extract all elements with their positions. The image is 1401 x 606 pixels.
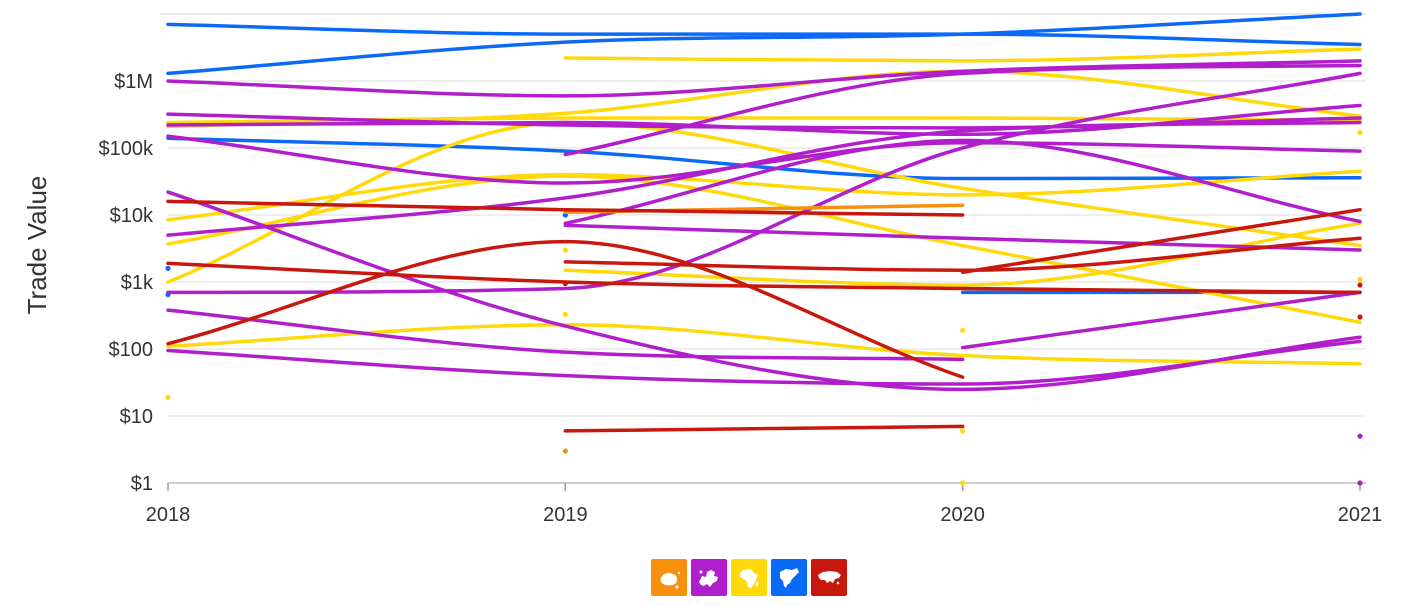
data-point-africa — [960, 428, 966, 434]
y-tick-label: $10 — [120, 406, 153, 428]
y-tick-label: $1k — [121, 272, 154, 294]
series-line-europe — [166, 339, 1362, 386]
y-axis-tick-labels: $1 $10 $100 $1k $10k $100k $1M — [99, 71, 154, 495]
data-point-europe — [1357, 480, 1363, 486]
legend-item-africa[interactable] — [731, 559, 767, 596]
data-point-asia — [1357, 282, 1363, 288]
x-axis: 2018 2019 2020 2021 — [146, 482, 1383, 526]
series-line-africa — [563, 47, 1362, 63]
data-point-africa — [165, 394, 171, 400]
europe-icon — [699, 569, 718, 587]
legend-item-europe[interactable] — [691, 559, 727, 596]
x-tick-label: 2018 — [146, 504, 191, 526]
legend-item-oceania[interactable] — [651, 559, 687, 596]
asia-icon — [818, 570, 841, 584]
data-point-africa — [562, 247, 568, 253]
oceania-icon — [660, 571, 681, 589]
data-point-north-america — [165, 265, 171, 271]
legend-item-asia[interactable] — [811, 559, 847, 596]
series-line-asia — [166, 239, 965, 379]
series-line-africa — [563, 221, 1362, 287]
series-line-europe — [166, 190, 1362, 392]
series-line-north-america — [166, 136, 1362, 181]
series-line-europe — [960, 290, 1362, 350]
data-point-africa — [1357, 276, 1363, 282]
series-line-north-america — [166, 12, 1362, 76]
series-line-europe — [563, 138, 1362, 226]
gridlines — [160, 13, 1366, 417]
legend-item-north-america[interactable] — [771, 559, 807, 596]
series-line-europe — [166, 308, 965, 362]
series-line-europe — [166, 59, 1362, 98]
y-tick-label: $1 — [131, 473, 153, 495]
data-point-africa — [1357, 129, 1363, 136]
x-tick-label: 2019 — [543, 504, 588, 526]
series-lines — [165, 12, 1363, 486]
africa-icon — [740, 568, 759, 588]
series-line-asia — [166, 261, 1362, 295]
y-tick-label: $100 — [109, 339, 154, 361]
series-line-africa — [166, 169, 1362, 222]
series-line-europe — [166, 71, 1362, 295]
y-tick-label: $1M — [114, 71, 153, 93]
series-line-asia — [166, 199, 965, 217]
series-line-africa — [166, 120, 1362, 284]
series-line-asia — [563, 236, 1362, 272]
north-america-icon — [780, 567, 799, 588]
data-point-asia — [1357, 314, 1363, 320]
series-line-europe — [563, 223, 1362, 252]
data-point-africa — [960, 480, 966, 486]
series-line-asia — [563, 424, 965, 433]
data-point-africa — [960, 327, 966, 333]
data-point-europe — [1357, 433, 1363, 439]
data-point-asia — [562, 280, 568, 287]
y-axis-title: Trade Value — [22, 176, 52, 315]
series-line-north-america — [166, 22, 1362, 47]
data-point-oceania — [562, 448, 568, 454]
series-line-europe — [166, 120, 1362, 237]
y-tick-label: $10k — [110, 205, 154, 227]
data-point-africa — [562, 311, 568, 317]
x-tick-label: 2021 — [1338, 504, 1383, 526]
x-tick-label: 2020 — [940, 504, 985, 526]
legend — [651, 559, 847, 596]
series-line-africa — [166, 174, 1362, 325]
y-tick-label: $100k — [99, 138, 154, 160]
series-line-asia — [960, 207, 1362, 274]
